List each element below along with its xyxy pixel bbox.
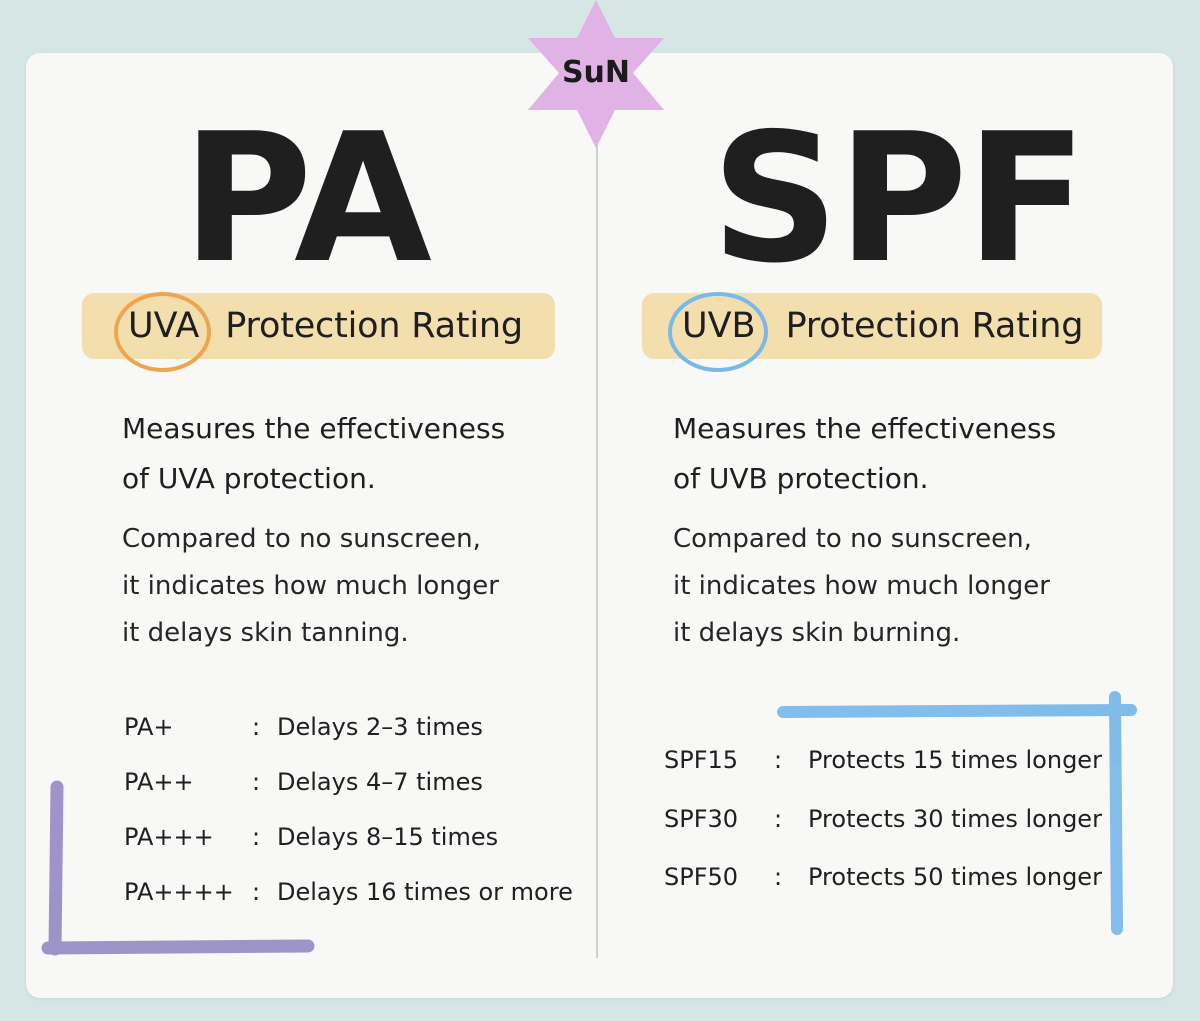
spf-comparison-line: it indicates how much longer [673,571,1050,601]
spf-rating-desc: Protects 30 times longer [808,804,1102,833]
sun-star-badge: SuN [528,0,664,148]
pa-comparison-line: it indicates how much longer [122,571,499,601]
rating-separator: : [252,713,261,741]
spf-rating-key: SPF30 [664,804,739,833]
spf-rating-desc: Protects 50 times longer [808,863,1102,891]
uvb-ring-word: UVB [668,292,768,372]
pa-rating-desc: Delays 4–7 times [277,768,483,796]
rating-separator: : [774,863,783,891]
comparison-card [26,53,1173,998]
pa-rating-desc: Delays 2–3 times [277,713,483,741]
pa-title: PA [182,95,432,302]
uvb-protection-label: UVB Protection Rating [642,292,1102,372]
rating-separator: : [774,746,783,774]
uva-circle-highlight [114,292,212,372]
purple-corner-bracket [41,780,315,956]
pa-rating-key: PA++++ [124,878,234,906]
spf-comparison-line: it delays skin burning. [673,618,961,648]
pa-rating-desc: Delays 8–15 times [277,823,499,851]
pa-comparison-line: Compared to no sunscreen, [122,524,481,554]
uvb-label-rest: Protection Rating [785,306,1084,346]
sun-badge-text: SuN [562,55,630,90]
spf-description-line: of UVB protection. [673,462,929,495]
pa-rating-key: PA+ [124,713,174,741]
uva-protection-label: UVA Protection Rating [82,292,555,372]
pa-comparison-line: it delays skin tanning. [122,618,409,648]
rating-separator: : [252,768,261,796]
rating-separator: : [252,823,261,851]
pa-description: Measures the effectiveness of UVA protec… [122,404,505,504]
spf-description: Measures the effectiveness of UVB protec… [673,404,1056,504]
pa-rating-key: PA+++ [124,823,214,851]
spf-comparison-line: Compared to no sunscreen, [673,524,1032,554]
rating-separator: : [774,804,783,833]
center-divider [596,140,598,958]
blue-corner-bracket [777,691,1137,935]
pa-description-line: Measures the effectiveness [122,412,506,445]
spf-rating-key: SPF50 [664,863,739,891]
pa-rating-key: PA++ [124,768,194,796]
spf-description-line: Measures the effectiveness [673,412,1057,445]
pa-description-line: of UVA protection. [122,462,376,495]
uvb-circle-highlight [668,292,768,372]
pa-comparison: Compared to no sunscreen, it indicates h… [122,516,499,657]
uva-label-rest: Protection Rating [225,306,523,346]
spf-title: SPF [711,95,1087,302]
uva-ring-word: UVA [114,292,212,372]
star-shape [528,0,664,148]
spf-comparison: Compared to no sunscreen, it indicates h… [673,516,1050,657]
rating-separator: : [252,878,261,906]
spf-rating-desc: Protects 15 times longer [808,746,1102,774]
pa-rating-desc: Delays 16 times or more [277,878,573,906]
spf-rating-key: SPF15 [664,746,739,774]
